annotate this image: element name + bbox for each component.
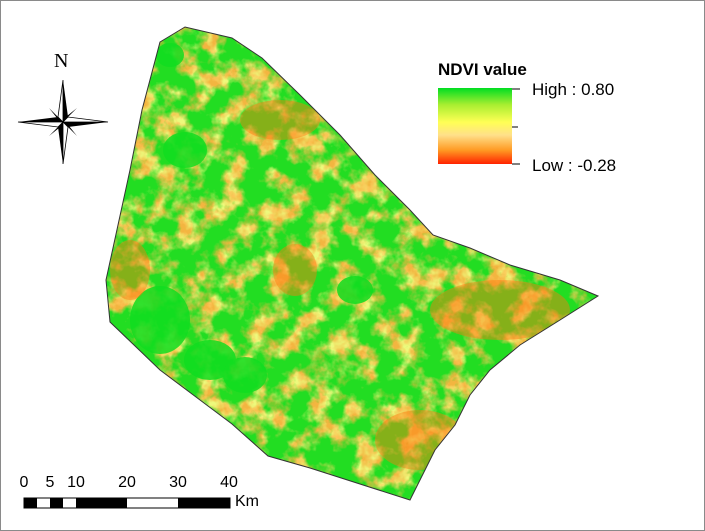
legend-title: NDVI value xyxy=(438,60,527,79)
scale-tick-20: 20 xyxy=(118,474,136,491)
scale-tick-5: 5 xyxy=(45,474,55,491)
ndvi-region xyxy=(105,26,600,501)
north-label: N xyxy=(54,50,69,72)
compass-rose-icon xyxy=(17,79,109,165)
legend-color-ramp xyxy=(438,88,520,165)
scale-tick-40: 40 xyxy=(220,474,238,491)
scale-tick-30: 30 xyxy=(169,474,187,491)
legend-high-label: High : 0.80 xyxy=(532,80,615,99)
scale-bar xyxy=(23,497,231,509)
scale-unit: Km xyxy=(235,493,259,510)
scale-tick-0: 0 xyxy=(19,474,29,491)
legend-low-label: Low : -0.28 xyxy=(532,156,617,175)
scale-tick-10: 10 xyxy=(67,474,85,491)
